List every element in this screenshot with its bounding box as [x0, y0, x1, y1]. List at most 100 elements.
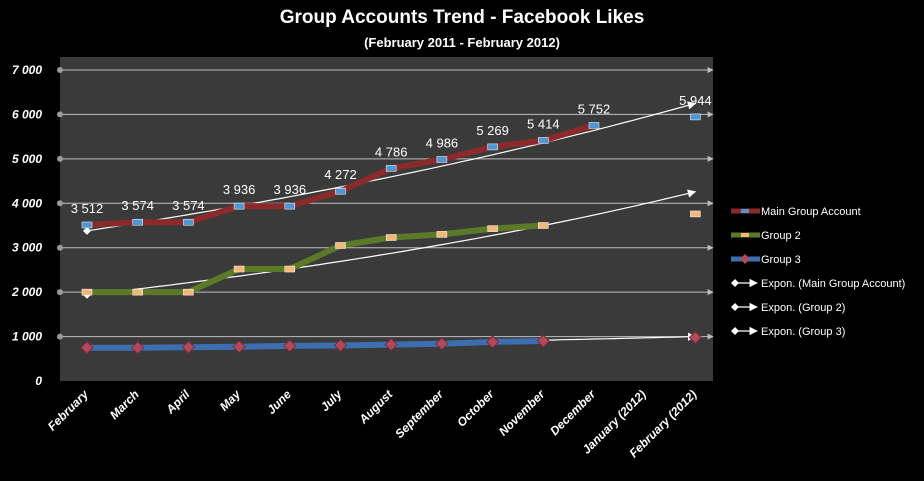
legend-marker	[740, 254, 750, 264]
data-point	[232, 340, 246, 354]
gridline-dot	[57, 200, 63, 207]
data-point	[233, 265, 245, 273]
data-label: 5 752	[578, 101, 611, 116]
data-point	[284, 265, 296, 273]
gridline-dot	[57, 111, 63, 118]
data-point	[384, 337, 398, 352]
x-tick-label: February	[45, 386, 92, 433]
legend-item: Expon. (Main Group Account)	[731, 278, 905, 290]
data-point	[385, 234, 397, 241]
legend-item: Group 2	[731, 230, 801, 242]
legend: Main Group Account Group 2 Group 3 Expon. (…	[731, 206, 905, 338]
data-point	[80, 340, 94, 355]
data-point	[132, 218, 143, 226]
data-point	[538, 222, 549, 229]
legend-label: Expon. (Group 3)	[761, 326, 845, 338]
plot-area	[60, 57, 713, 381]
series-line	[84, 338, 547, 351]
legend-item: Group 3	[731, 254, 801, 266]
data-point	[283, 339, 297, 353]
data-labels: 3 512 3 574 3 574 3 936 3 936 4 272 4 786 4 986…	[71, 93, 712, 216]
gridline-dot	[57, 244, 63, 251]
x-tick-label: May	[217, 386, 244, 413]
chart-subtitle: (February 2011 - February 2012)	[364, 35, 560, 50]
gridline-dot	[57, 155, 63, 162]
data-point	[588, 122, 600, 129]
data-point	[335, 187, 346, 195]
data-point	[335, 242, 346, 249]
data-point	[132, 288, 143, 296]
legend-marker	[731, 279, 739, 287]
data-point	[130, 340, 145, 355]
data-label: 5 944	[679, 93, 712, 108]
data-point	[485, 335, 500, 349]
y-tick-label: 7 000	[12, 63, 42, 77]
data-label: 3 512	[71, 201, 104, 216]
y-tick-label: 0	[35, 374, 42, 388]
data-point	[690, 210, 701, 218]
data-label: 3 574	[172, 198, 205, 213]
data-point	[385, 165, 397, 172]
x-tick-label: July	[318, 386, 346, 414]
data-label: 5 414	[527, 116, 560, 131]
data-point	[435, 336, 449, 351]
x-tick-label: April	[163, 387, 193, 417]
x-tick-label: September	[392, 386, 447, 441]
chart-title: Group Accounts Trend - Facebook Likes	[279, 7, 645, 28]
data-point	[81, 221, 93, 229]
legend-marker	[731, 327, 739, 335]
data-point	[81, 288, 93, 296]
x-tick-label: October	[454, 386, 497, 429]
data-point	[690, 113, 701, 121]
x-axis-ticks: February March April May June July AugustSepte…	[45, 386, 700, 460]
y-tick-label: 4 000	[11, 196, 42, 210]
data-point	[181, 340, 196, 354]
legend-label: Expon. (Group 2)	[761, 302, 845, 314]
gridline-dot	[57, 67, 63, 73]
data-point	[436, 231, 448, 238]
y-tick-label: 1 000	[12, 330, 42, 344]
data-label: 4 986	[426, 135, 459, 150]
x-tick-label: June	[264, 387, 294, 417]
data-label: 3 574	[121, 198, 154, 213]
data-point	[436, 156, 448, 163]
data-label: 3 936	[223, 182, 256, 197]
gridline-dot	[57, 289, 63, 296]
legend-label: Main Group Account	[761, 206, 861, 218]
data-label: 3 936	[274, 182, 307, 197]
data-label: 4 786	[375, 144, 408, 159]
y-tick-label: 2 000	[11, 285, 42, 299]
legend-label: Group 2	[761, 230, 801, 242]
y-tick-label: 5 000	[12, 152, 42, 166]
legend-marker	[731, 303, 739, 311]
trendline-start-marker	[83, 226, 91, 235]
data-point	[333, 338, 348, 353]
x-tick-label: November	[496, 386, 548, 438]
x-tick-label: August	[355, 387, 396, 428]
legend-label: Expon. (Main Group Account)	[761, 278, 905, 290]
legend-item: Expon. (Group 3)	[731, 326, 845, 338]
series-lines	[80, 113, 703, 355]
data-label: 5 269	[476, 123, 509, 138]
y-axis-ticks: 0 1 000 2 000 3 000 4 000 5 000 6 000 7 000	[11, 63, 42, 388]
data-point	[536, 334, 551, 348]
trendline	[86, 189, 697, 296]
gridline-dot	[57, 333, 63, 340]
x-tick-label: December	[547, 386, 599, 438]
legend-marker	[741, 209, 749, 213]
legend-item: Expon. (Group 2)	[731, 302, 845, 314]
data-point	[538, 137, 549, 144]
data-point	[688, 330, 703, 345]
data-point	[487, 143, 498, 151]
data-point	[284, 202, 296, 210]
legend-label: Group 3	[761, 254, 801, 266]
trendline	[86, 101, 697, 232]
y-tick-label: 3 000	[12, 241, 42, 255]
data-point	[183, 218, 194, 226]
data-point	[233, 202, 245, 210]
data-label: 4 272	[324, 167, 357, 182]
legend-item: Main Group Account	[731, 206, 861, 218]
y-tick-label: 6 000	[12, 107, 42, 121]
series-line	[84, 222, 547, 296]
